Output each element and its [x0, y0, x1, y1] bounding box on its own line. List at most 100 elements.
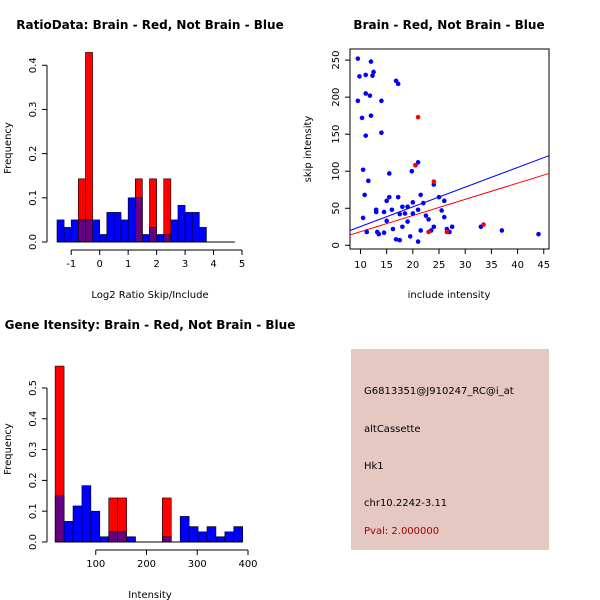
x-tick-label: 400 [238, 559, 257, 570]
not-brain-point [390, 226, 396, 232]
location-text: chr10.2242-3.11 [364, 498, 448, 509]
not-brain-bar [170, 219, 179, 243]
y-tick-label: 0.3 [28, 101, 39, 117]
not-brain-point [360, 167, 366, 173]
y-tick-label: 0.4 [28, 411, 39, 427]
not-brain-bar [184, 212, 193, 243]
not-brain-point [362, 192, 367, 198]
not-brain-point [400, 204, 405, 210]
not-brain-point [441, 198, 447, 204]
not-brain-point [384, 218, 389, 224]
not-brain-point [386, 171, 392, 176]
brain-bar [163, 178, 172, 243]
not-brain-bar [188, 526, 199, 543]
x-tick-label: -1 [66, 259, 76, 270]
not-brain-point [368, 59, 374, 64]
ratio-histogram-y-axis: 0.0 0.1 0.2 0.3 0.4 [28, 57, 48, 250]
brain-bar [162, 497, 172, 543]
scatter-ylabel: skip intensity [303, 116, 314, 183]
gene-name-text: Hk1 [364, 461, 384, 472]
x-tick-label: 1 [125, 259, 131, 270]
not-brain-bar [72, 505, 83, 543]
not-brain-point [386, 194, 392, 200]
brain-point [415, 114, 421, 120]
x-tick-label: 30 [459, 260, 472, 271]
intensity-histogram-x-axis: 100 200 300 400 [86, 549, 258, 570]
not-brain-point [415, 239, 421, 244]
overlap-bar [117, 531, 127, 543]
not-brain-point [400, 224, 405, 230]
y-tick-label: 0.0 [28, 234, 39, 250]
y-tick-label: 0.1 [28, 503, 39, 519]
x-tick-label: 100 [86, 559, 105, 570]
not-brain-point [415, 207, 421, 213]
y-tick-label: 0.4 [28, 57, 39, 73]
not-brain-point [367, 93, 373, 98]
overlap-bar [54, 495, 65, 543]
y-tick-label: 0.3 [28, 442, 39, 458]
not-brain-point [426, 217, 431, 222]
not-brain-point [436, 194, 442, 200]
x-tick-label: 4 [210, 259, 216, 270]
overlap-bar [78, 219, 86, 243]
not-brain-bar [156, 234, 165, 243]
not-brain-bar [179, 516, 190, 543]
y-tick-label: 200 [331, 88, 342, 107]
not-brain-bar [191, 212, 200, 243]
scatter-panel: Brain - Red, Not Brain - Blue 10 15 20 25 30… [303, 18, 550, 301]
not-brain-bar [113, 212, 122, 243]
not-brain-point [397, 237, 403, 243]
x-tick-label: 35 [485, 260, 498, 271]
not-brain-bar [99, 536, 110, 543]
overlap-bar [162, 536, 172, 543]
not-brain-point [364, 229, 370, 235]
overlap-bar [108, 531, 118, 543]
not-brain-point [405, 219, 410, 224]
scatter-fit-lines [349, 155, 550, 236]
x-tick-label: 3 [182, 259, 188, 270]
overlap-bar [163, 234, 172, 243]
not-brain-bar [99, 234, 108, 243]
ratio-histogram-ylabel: Frequency [3, 122, 14, 174]
not-brain-point [359, 115, 365, 121]
x-tick-label: 2 [153, 259, 159, 270]
brain-bar [85, 52, 93, 243]
intensity-histogram-title: Gene Itensity: Brain - Red, Not Brain - … [5, 318, 296, 332]
not-brain-point [449, 224, 455, 230]
pval-text: Pval: 2.000000 [364, 526, 440, 537]
not-brain-point [379, 98, 384, 104]
not-brain-point [410, 211, 416, 216]
not-brain-point [389, 207, 395, 213]
not-brain-bar [206, 526, 217, 543]
not-brain-point [395, 81, 401, 87]
not-brain-point [395, 194, 401, 200]
not-brain-bar [120, 219, 129, 243]
not-brain-point [409, 168, 415, 174]
x-tick-label: 25 [433, 260, 446, 271]
not-brain-point [405, 204, 410, 210]
y-tick-label: 50 [331, 202, 342, 215]
intensity-histogram-bars [54, 365, 244, 543]
brain-point [413, 162, 418, 168]
not-brain-point [415, 160, 421, 165]
overlap-bar [149, 227, 157, 243]
not-brain-bar [127, 197, 136, 243]
y-tick-label: 0.0 [28, 534, 39, 550]
not-brain-point [368, 113, 374, 118]
not-brain-bar [142, 234, 150, 243]
x-tick-label: 45 [537, 260, 550, 271]
not-brain-point [431, 224, 437, 230]
not-brain-bar [81, 485, 92, 543]
ratio-histogram-title: RatioData: Brain - Red, Not Brain - Blue [16, 18, 283, 32]
not-brain-point [418, 192, 423, 198]
not-brain-point [366, 178, 371, 184]
brain-point [481, 222, 486, 227]
not-brain-bar [106, 212, 115, 243]
not-brain-point [363, 72, 369, 78]
scatter-x-axis: 10 15 20 25 30 35 40 45 [354, 249, 550, 271]
not-brain-point [381, 209, 387, 215]
not-brain-point [370, 73, 375, 78]
event-type-text: altCassette [364, 424, 421, 435]
not-brain-bar [224, 531, 235, 543]
not-brain-point [423, 213, 429, 218]
